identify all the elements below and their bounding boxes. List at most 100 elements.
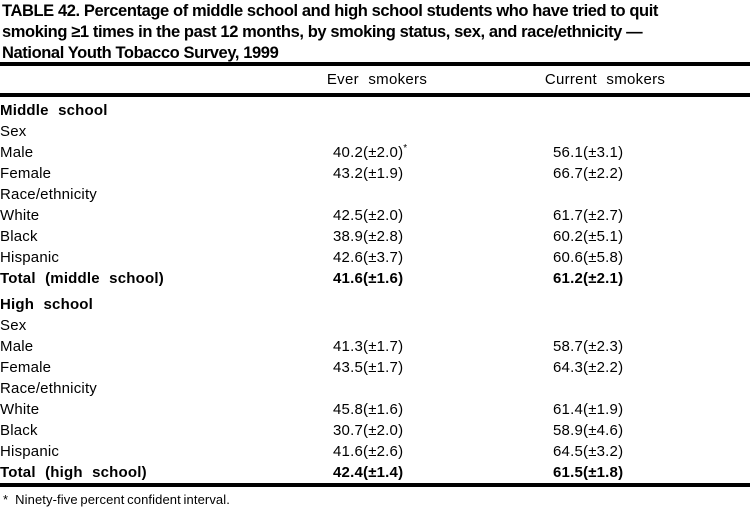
ever-value: 45.8: [333, 401, 363, 418]
ever-ci: (±1.9): [363, 165, 404, 182]
column-header-ever-smokers: Ever smokers: [326, 71, 428, 88]
row-white-high-school: White 45.8 (±1.6) 61.4 (±1.9): [0, 399, 750, 420]
ever-ci: (±3.7): [363, 249, 404, 266]
ever-ci-text: (±2.0): [363, 144, 404, 161]
row-black-high-school: Black 30.7 (±2.0) 58.9 (±4.6): [0, 420, 750, 441]
subhead-label: Sex: [0, 317, 27, 334]
current-ci: (±2.3): [583, 338, 624, 355]
current-ci: (±3.2): [583, 443, 624, 460]
ever-value: 42.6: [333, 249, 363, 266]
ever-value: 42.5: [333, 207, 363, 224]
current-value: 56.1: [553, 144, 583, 161]
ever-value: 41.6: [333, 270, 363, 287]
subhead-label: Race/ethnicity: [0, 380, 98, 397]
row-section-high-school: High school: [0, 294, 750, 315]
row-label: Female: [0, 359, 52, 376]
current-value: 64.5: [553, 443, 583, 460]
header-rule: [0, 93, 750, 97]
subhead-label: Sex: [0, 123, 27, 140]
table-title-line-2: smoking ≥1 times in the past 12 months, …: [2, 23, 643, 41]
ever-value: 41.6: [333, 443, 363, 460]
ever-value: 43.2: [333, 165, 363, 182]
section-label: High school: [0, 296, 94, 313]
footnote-text: Ninety-five percent confident interval.: [15, 492, 230, 507]
current-ci: (±1.9): [583, 401, 624, 418]
ever-value: 30.7: [333, 422, 363, 439]
row-hispanic-high-school: Hispanic 41.6 (±2.6) 64.5 (±3.2): [0, 441, 750, 462]
top-rule: [0, 62, 750, 66]
current-value: 58.9: [553, 422, 583, 439]
table-title: TABLE 42. Percentage of middle school an…: [2, 1, 750, 64]
ever-ci: (±2.0): [363, 207, 404, 224]
row-label: Black: [0, 228, 38, 245]
ever-value: 38.9: [333, 228, 363, 245]
current-value: 58.7: [553, 338, 583, 355]
current-value: 61.7: [553, 207, 583, 224]
section-label: Middle school: [0, 102, 108, 119]
row-label: Black: [0, 422, 38, 439]
subhead-label: Race/ethnicity: [0, 186, 98, 203]
current-value: 60.6: [553, 249, 583, 266]
row-label: Male: [0, 144, 34, 161]
ever-value: 40.2: [333, 144, 363, 161]
current-ci: (±1.8): [583, 464, 624, 481]
row-sex-middle-school: Sex: [0, 121, 750, 142]
current-ci: (±5.1): [583, 228, 624, 245]
row-male-high-school: Male 41.3 (±1.7) 58.7 (±2.3): [0, 336, 750, 357]
ever-ci: (±1.7): [363, 359, 404, 376]
ever-ci: (±2.0)*: [363, 142, 523, 163]
row-race-ethnicity-high-school: Race/ethnicity: [0, 378, 750, 399]
ever-ci: (±1.7): [363, 338, 404, 355]
ever-ci: (±1.4): [363, 464, 404, 481]
ever-ci: (±1.6): [363, 270, 404, 287]
ever-value: 42.4: [333, 464, 363, 481]
row-total-high-school: Total (high school) 42.4 (±1.4) 61.5 (±1…: [0, 462, 750, 483]
data-table: Middle school Sex Male 40.2 (±2.0)* 56.1…: [0, 100, 750, 483]
row-label: Hispanic: [0, 249, 60, 266]
table-title-line-1: TABLE 42. Percentage of middle school an…: [2, 2, 659, 20]
ever-ci: (±2.0): [363, 422, 404, 439]
ever-ci: (±1.6): [363, 401, 404, 418]
row-female-middle-school: Female 43.2 (±1.9) 66.7 (±2.2): [0, 163, 750, 184]
footnote-marker: *: [3, 492, 9, 507]
current-ci: (±3.1): [583, 144, 624, 161]
ever-value: 41.3: [333, 338, 363, 355]
row-label: Female: [0, 165, 52, 182]
row-section-middle-school: Middle school: [0, 100, 750, 121]
row-female-high-school: Female 43.5 (±1.7) 64.3 (±2.2): [0, 357, 750, 378]
footnote: * Ninety-five percent confident interval.: [3, 492, 230, 507]
row-black-middle-school: Black 38.9 (±2.8) 60.2 (±5.1): [0, 226, 750, 247]
ever-ci: (±2.8): [363, 228, 404, 245]
footnote-marker-ref: *: [403, 143, 408, 154]
current-ci: (±2.1): [583, 270, 624, 287]
current-value: 61.4: [553, 401, 583, 418]
current-value: 61.2: [553, 270, 583, 287]
row-male-middle-school: Male 40.2 (±2.0)* 56.1 (±3.1): [0, 142, 750, 163]
row-label: White: [0, 207, 40, 224]
column-header-current-smokers: Current smokers: [544, 71, 666, 88]
row-label: White: [0, 401, 40, 418]
row-label: Total (high school): [0, 464, 147, 481]
row-hispanic-middle-school: Hispanic 42.6 (±3.7) 60.6 (±5.8): [0, 247, 750, 268]
current-ci: (±4.6): [583, 422, 624, 439]
current-value: 66.7: [553, 165, 583, 182]
row-race-ethnicity-middle-school: Race/ethnicity: [0, 184, 750, 205]
table-title-line-3: National Youth Tobacco Survey, 1999: [2, 44, 279, 62]
row-white-middle-school: White 42.5 (±2.0) 61.7 (±2.7): [0, 205, 750, 226]
current-ci: (±2.2): [583, 359, 624, 376]
row-label: Hispanic: [0, 443, 60, 460]
ever-ci: (±2.6): [363, 443, 404, 460]
current-ci: (±2.2): [583, 165, 624, 182]
current-value: 60.2: [553, 228, 583, 245]
current-value: 64.3: [553, 359, 583, 376]
row-sex-high-school: Sex: [0, 315, 750, 336]
current-ci: (±2.7): [583, 207, 624, 224]
ever-value: 43.5: [333, 359, 363, 376]
row-label: Male: [0, 338, 34, 355]
bottom-rule: [0, 483, 750, 487]
row-label: Total (middle school): [0, 270, 164, 287]
current-value: 61.5: [553, 464, 583, 481]
current-ci: (±5.8): [583, 249, 624, 266]
row-total-middle-school: Total (middle school) 41.6 (±1.6) 61.2 (…: [0, 268, 750, 289]
